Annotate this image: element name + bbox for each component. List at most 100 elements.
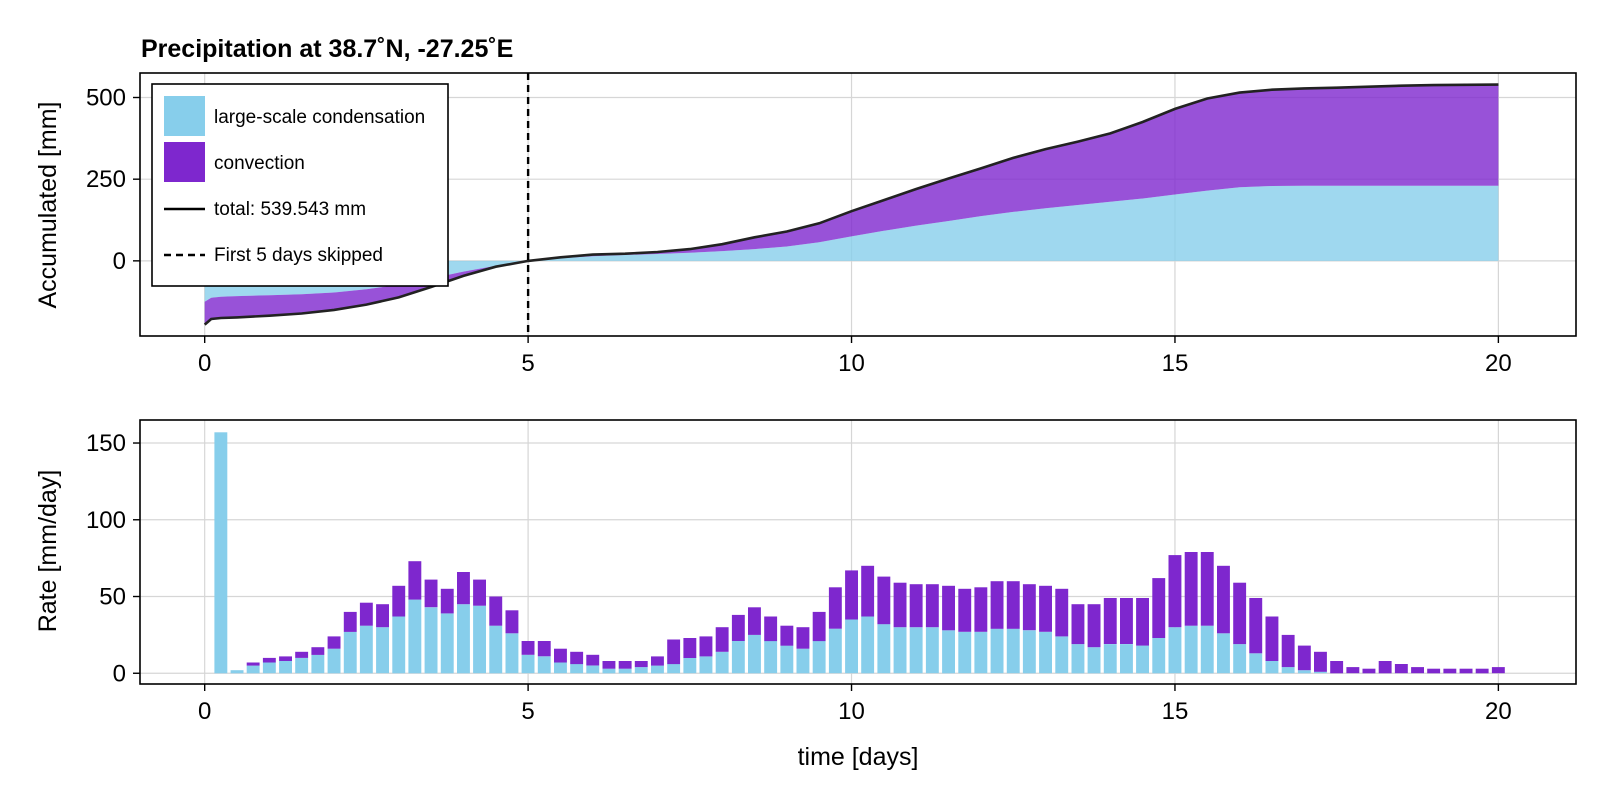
bar-large-scale — [262, 662, 276, 674]
bar-convection — [925, 584, 939, 628]
top-panel-x-tick-label: 5 — [521, 350, 534, 377]
bar-convection — [909, 584, 923, 628]
bar-convection — [958, 588, 972, 632]
bar-large-scale — [1168, 627, 1182, 674]
bar-convection — [651, 656, 664, 666]
bar-convection — [262, 657, 276, 663]
bar-convection — [424, 579, 438, 608]
bar-large-scale — [440, 613, 454, 674]
top-panel-x-tick-label: 15 — [1162, 350, 1189, 377]
bar-large-scale — [554, 662, 567, 674]
bar-large-scale — [311, 654, 325, 674]
bar-large-scale — [505, 633, 519, 674]
bar-large-scale — [715, 651, 729, 674]
bar-convection — [489, 596, 503, 626]
bar-large-scale — [424, 607, 438, 674]
top-panel-x-ticks: 0 5 10 15 20 — [198, 336, 1512, 377]
bar-large-scale — [1233, 644, 1247, 674]
legend-label-total: total: 539.543 mm — [214, 199, 366, 220]
bar-large-scale — [392, 616, 406, 674]
bar-convection — [295, 651, 309, 658]
bar-large-scale — [359, 625, 373, 674]
bar-convection — [537, 641, 551, 657]
bar-convection — [1136, 598, 1149, 646]
bar-convection — [376, 604, 389, 628]
bar-large-scale — [489, 625, 503, 674]
bar-large-scale — [925, 627, 939, 674]
top-panel-y-tick-label: 500 — [86, 85, 126, 112]
top-panel-y-tick-label: 250 — [86, 166, 126, 193]
bar-convection — [1378, 661, 1392, 674]
bar-convection — [845, 570, 858, 620]
bar-large-scale — [1184, 625, 1198, 674]
top-panel-y-tick-label: 0 — [113, 248, 126, 275]
bar-convection — [1120, 598, 1133, 644]
top-panel-frame — [139, 72, 1577, 337]
bottom-panel-y-ticks: 0 50 100 150 — [86, 430, 140, 687]
bar-convection — [1265, 616, 1279, 661]
bar-large-scale — [845, 619, 858, 674]
bar-large-scale — [1120, 644, 1133, 674]
bar-large-scale — [1136, 645, 1149, 674]
bar-large-scale — [1314, 671, 1327, 674]
bar-convection — [1055, 588, 1069, 637]
bar-large-scale — [667, 664, 681, 674]
bar-convection — [521, 641, 535, 655]
bar-convection — [1103, 598, 1117, 644]
bar-convection — [1217, 565, 1230, 634]
bar-convection — [570, 651, 584, 665]
bar-convection — [1071, 604, 1085, 645]
bar-convection — [1394, 664, 1408, 674]
top-panel-y-label: Accumulated [mm] — [34, 101, 62, 308]
bar-convection — [1249, 598, 1263, 654]
bar-convection — [877, 576, 891, 625]
bar-large-scale — [246, 665, 260, 674]
top-panel-x-tick-label: 10 — [838, 350, 865, 377]
bar-large-scale — [343, 631, 357, 674]
bar-convection — [440, 588, 454, 614]
bar-large-scale — [521, 654, 535, 674]
bar-convection — [1022, 584, 1036, 631]
bar-convection — [796, 627, 810, 649]
bottom-panel-x-label: time [days] — [798, 743, 919, 771]
bar-large-scale — [1281, 667, 1295, 674]
chart-title: Precipitation at 38.7˚N, -27.25˚E — [141, 35, 513, 63]
top-panel-y-ticks: 0 250 500 — [86, 85, 140, 275]
bottom-panel-bars — [214, 432, 1505, 674]
bar-large-scale — [1103, 644, 1117, 674]
bar-convection — [1200, 552, 1214, 626]
bar-convection — [893, 582, 907, 628]
bar-large-scale — [909, 627, 923, 674]
bar-large-scale — [408, 599, 422, 674]
bar-large-scale — [893, 627, 907, 674]
bar-convection — [554, 648, 567, 663]
bar-convection — [359, 602, 373, 626]
bar-convection — [634, 661, 648, 668]
bar-convection — [408, 561, 422, 600]
bar-convection — [279, 656, 292, 661]
bar-convection — [990, 581, 1004, 629]
bar-convection — [748, 607, 761, 635]
bar-convection — [715, 627, 729, 652]
bar-convection — [1427, 668, 1441, 674]
bar-large-scale — [230, 670, 244, 674]
bar-large-scale — [958, 631, 972, 674]
bar-convection — [1459, 668, 1473, 674]
bar-large-scale — [1217, 633, 1230, 674]
bar-large-scale — [1297, 670, 1311, 674]
bar-convection — [1475, 668, 1489, 674]
bar-large-scale — [796, 648, 810, 674]
bar-convection — [1152, 578, 1166, 638]
bar-large-scale — [537, 656, 551, 674]
legend: large-scale condensation convection tota… — [151, 83, 449, 287]
bar-large-scale — [279, 661, 292, 674]
bottom-panel-x-ticks: 0 5 10 15 20 — [198, 684, 1512, 725]
bar-large-scale — [764, 641, 778, 674]
bar-convection — [1346, 667, 1360, 674]
bar-large-scale — [731, 641, 745, 674]
bar-convection — [974, 587, 988, 632]
bar-large-scale — [812, 641, 826, 674]
bottom-panel-x-tick-label: 15 — [1162, 698, 1189, 725]
bar-large-scale — [1265, 661, 1279, 674]
bar-large-scale — [618, 668, 632, 674]
